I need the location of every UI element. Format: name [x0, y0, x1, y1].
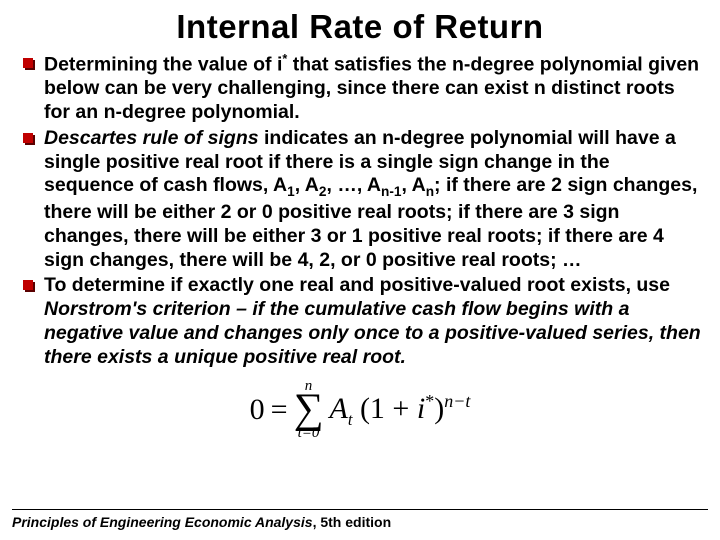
sigma-symbol: ∑ — [294, 392, 324, 428]
formula: 0 = n ∑ t=0 At (1 + i*)n−t — [18, 379, 702, 441]
list-item: Descartes rule of signs indicates an n-d… — [22, 127, 702, 272]
square-bullet-icon — [22, 132, 36, 146]
formula-term: At (1 + i*)n−t — [330, 391, 471, 430]
bullet-text: Descartes rule of signs indicates an n-d… — [44, 127, 702, 272]
footer-edition: , 5th edition — [313, 514, 392, 530]
list-item: To determine if exactly one real and pos… — [22, 274, 702, 369]
bullet-text: To determine if exactly one real and pos… — [44, 274, 702, 369]
footer-book: Principles of Engineering Economic Analy… — [12, 514, 313, 530]
sigma-lower: t=0 — [298, 426, 320, 441]
formula-eq: = — [271, 393, 288, 427]
bullet-text: Determining the value of i* that satisfi… — [44, 52, 702, 125]
square-bullet-icon — [22, 279, 36, 293]
slide: Internal Rate of Return Determining the … — [0, 0, 720, 540]
page-title: Internal Rate of Return — [18, 8, 702, 46]
sigma-icon: n ∑ t=0 — [294, 379, 324, 441]
bullet-list: Determining the value of i* that satisfi… — [18, 52, 702, 369]
footer: Principles of Engineering Economic Analy… — [12, 514, 391, 530]
square-bullet-icon — [22, 57, 36, 71]
divider — [12, 509, 708, 510]
formula-lhs: 0 — [250, 393, 265, 427]
list-item: Determining the value of i* that satisfi… — [22, 52, 702, 125]
